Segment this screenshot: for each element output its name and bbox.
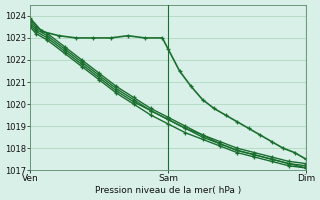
- X-axis label: Pression niveau de la mer( hPa ): Pression niveau de la mer( hPa ): [95, 186, 241, 195]
